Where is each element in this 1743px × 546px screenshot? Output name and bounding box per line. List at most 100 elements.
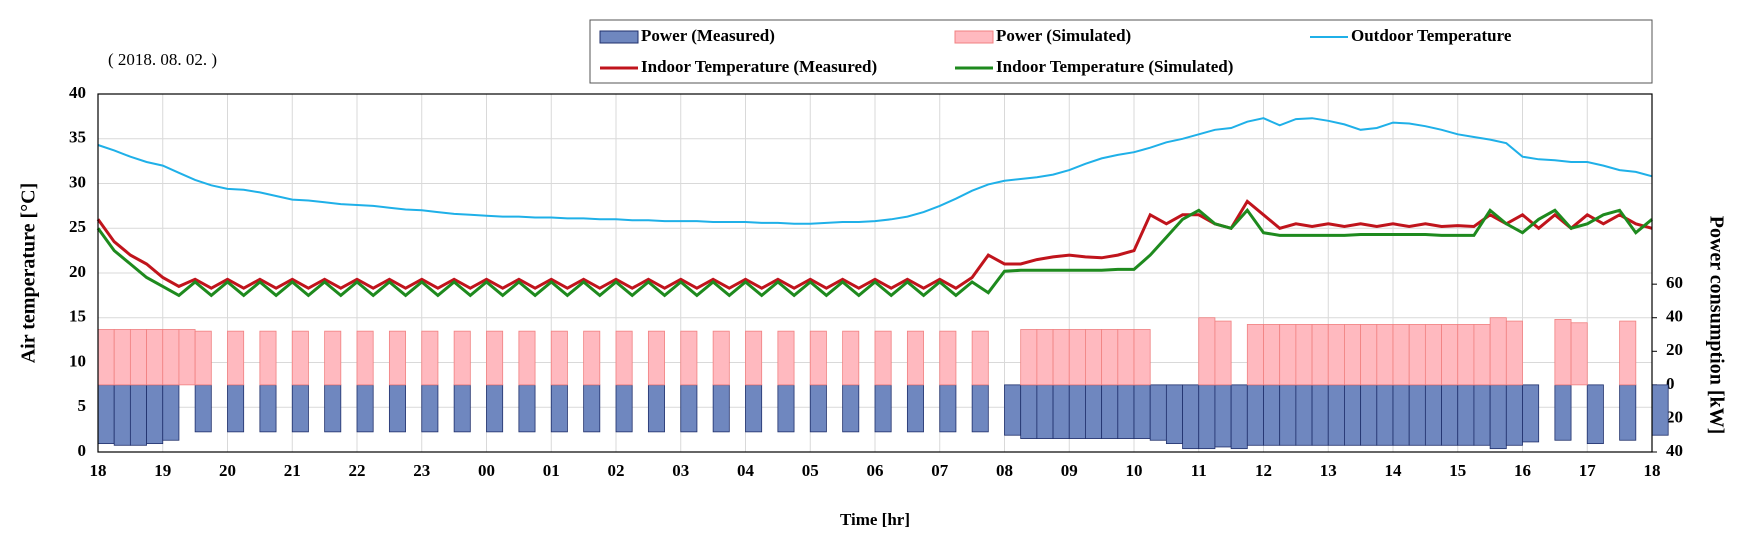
power-bar <box>1457 324 1475 386</box>
temperature-line <box>97 117 1653 225</box>
y-tick-label: 15 <box>69 307 86 326</box>
power-bar <box>227 384 245 433</box>
power-bar <box>388 330 406 386</box>
power-bar <box>1279 384 1297 446</box>
x-tick-label: 06 <box>867 461 884 480</box>
power-bar <box>680 330 698 386</box>
y2-tick-label: 40 <box>1666 307 1683 326</box>
power-bar <box>1311 384 1329 446</box>
x-tick-label: 12 <box>1255 461 1272 480</box>
power-bar <box>1457 384 1475 446</box>
power-bar <box>777 330 795 386</box>
plot-frame <box>97 93 1653 453</box>
power-bar <box>1230 384 1248 450</box>
x-tick-label: 11 <box>1191 461 1207 480</box>
temperature-line <box>96 207 1653 298</box>
power-bar <box>291 384 309 433</box>
power-bar <box>113 329 131 386</box>
power-bar <box>129 329 147 386</box>
power-bar <box>1392 384 1410 446</box>
power-bar <box>842 330 860 386</box>
x-tick-label: 17 <box>1579 461 1597 480</box>
power-bar <box>1149 384 1167 441</box>
power-bar <box>1133 329 1151 386</box>
power-bar <box>1036 384 1054 439</box>
power-bar <box>906 330 924 386</box>
power-bar <box>1651 384 1669 436</box>
power-bar <box>874 384 892 433</box>
power-bar <box>971 384 989 433</box>
power-bar <box>1020 329 1038 386</box>
power-bar <box>1117 329 1135 386</box>
y-tick-label: 0 <box>78 441 87 460</box>
power-bar <box>194 330 212 386</box>
power-bar <box>518 384 536 433</box>
temperature-line <box>96 199 1653 290</box>
x-tick-label: 18 <box>90 461 107 480</box>
y-tick-label: 35 <box>69 128 86 147</box>
power-bar <box>1020 384 1038 439</box>
power-bar <box>647 330 665 386</box>
power-bar <box>1165 384 1183 445</box>
power-bar <box>1004 384 1022 436</box>
power-bar <box>1246 384 1264 446</box>
x-tick-label: 09 <box>1061 461 1078 480</box>
power-bar <box>1376 384 1394 446</box>
power-bar <box>162 384 180 441</box>
power-bar <box>1570 322 1588 386</box>
y2-axis-label: Power consumption [kW] <box>1705 216 1727 435</box>
power-bar <box>1068 384 1086 439</box>
x-tick-label: 10 <box>1126 461 1143 480</box>
power-bar <box>97 329 115 386</box>
power-bar <box>1295 324 1313 386</box>
power-bar <box>906 384 924 433</box>
power-bar <box>113 384 131 446</box>
y-tick-label: 10 <box>69 351 86 370</box>
power-bar <box>1360 324 1378 386</box>
legend-label: Power (Simulated) <box>996 26 1131 45</box>
legend-label: Indoor Temperature (Measured) <box>641 57 877 76</box>
power-bar <box>259 384 277 433</box>
power-bar <box>712 384 730 433</box>
power-bar <box>777 384 795 433</box>
power-bar <box>583 384 601 433</box>
x-tick-label: 16 <box>1514 461 1531 480</box>
power-bar <box>1263 324 1281 386</box>
power-bar <box>1295 384 1313 446</box>
power-bar <box>1085 384 1103 439</box>
power-bar <box>388 384 406 433</box>
power-bar <box>1117 384 1135 439</box>
legend-label: Outdoor Temperature <box>1351 26 1512 45</box>
power-bar <box>1441 384 1459 446</box>
power-bar <box>486 330 504 386</box>
power-bar <box>1505 384 1523 446</box>
y-tick-label: 40 <box>69 83 86 102</box>
power-bar <box>1198 317 1216 386</box>
power-bar <box>1586 384 1604 445</box>
power-bar <box>1344 384 1362 446</box>
x-tick-label: 08 <box>996 461 1013 480</box>
power-bar <box>1198 384 1216 450</box>
x-tick-label: 19 <box>154 461 171 480</box>
power-bar <box>1052 384 1070 439</box>
power-bar <box>1522 384 1540 443</box>
power-bar <box>227 330 245 386</box>
date-label: ( 2018. 08. 02. ) <box>108 50 217 69</box>
power-bar <box>550 330 568 386</box>
y2-tick-label: 20 <box>1666 340 1683 359</box>
power-bar <box>1101 329 1119 386</box>
power-bar <box>1408 384 1426 446</box>
power-bar <box>1619 384 1637 441</box>
power-bar <box>1344 324 1362 386</box>
power-bar <box>1376 324 1394 386</box>
power-bar <box>356 384 374 433</box>
legend-label: Indoor Temperature (Simulated) <box>996 57 1233 76</box>
power-bar <box>97 384 115 445</box>
y2-tick-label: 60 <box>1666 273 1683 292</box>
y2-tick-label: 40 <box>1666 441 1683 460</box>
x-tick-label: 07 <box>931 461 949 480</box>
power-bar <box>615 330 633 386</box>
power-bar <box>1505 320 1523 386</box>
power-bar <box>1214 320 1232 386</box>
power-bar <box>1424 324 1442 386</box>
